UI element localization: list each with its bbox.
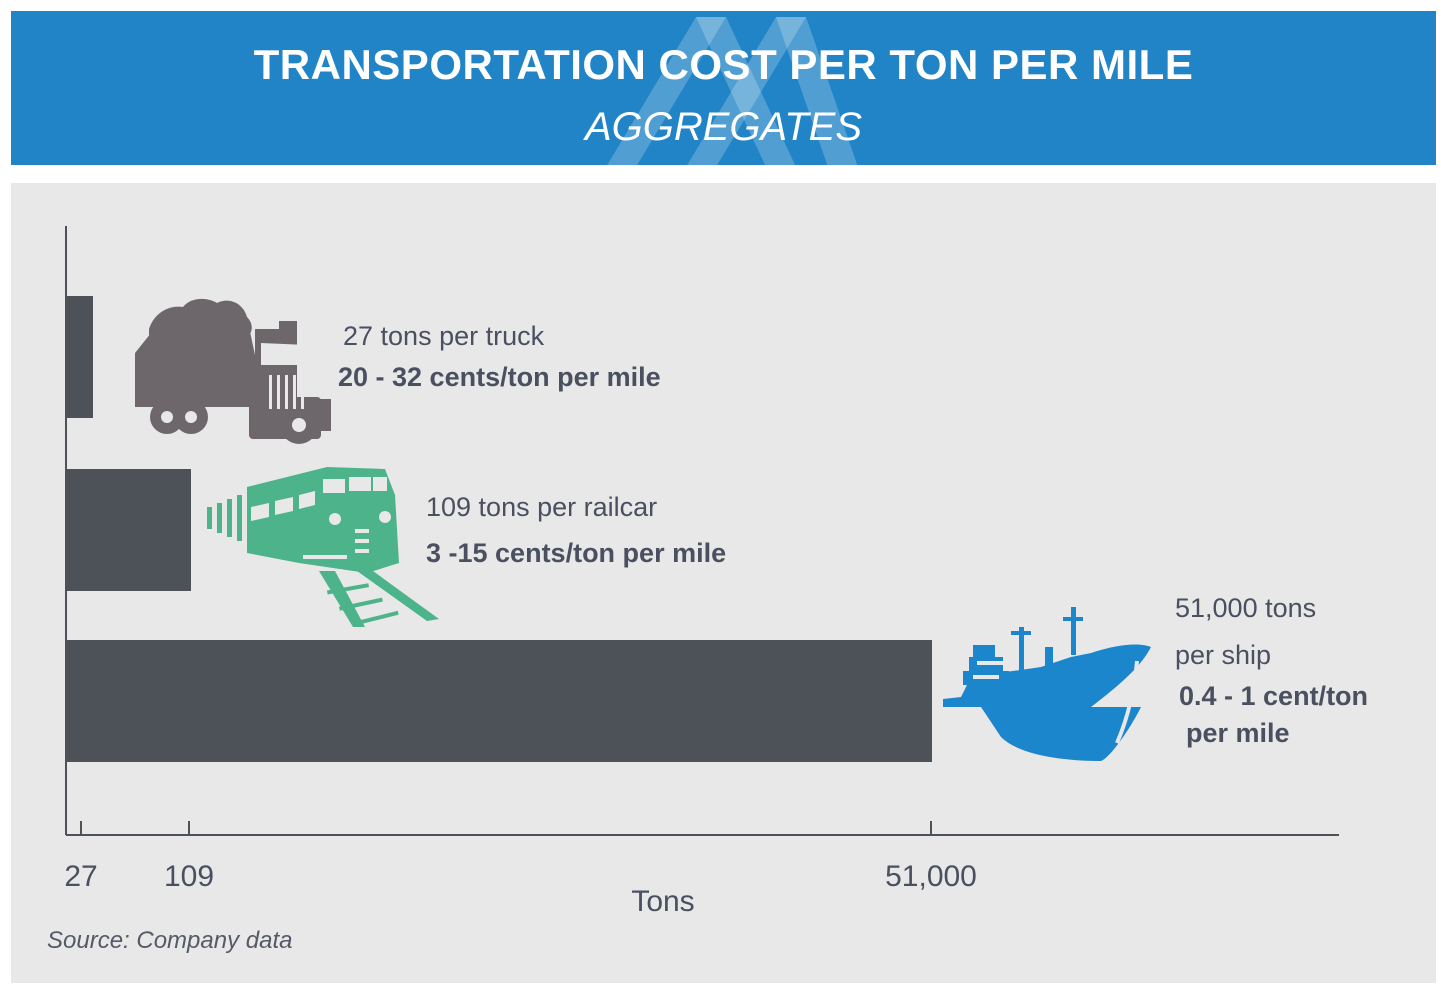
railcar-capacity-label: 109 tons per railcar [426,492,658,522]
truck-icon [135,298,331,444]
x-tick-label: 109 [164,860,214,893]
chart-panel: 27 109 51,000 [11,183,1436,983]
ship-capacity-label-1: 51,000 tons [1175,593,1317,623]
ship-icon [943,607,1151,761]
ship-cost-label-1: 0.4 - 1 cent/ton [1179,681,1369,711]
ship-cost-label-2: per mile [1186,718,1290,748]
truck-capacity-label: 27 tons per truck [343,321,545,351]
x-axis-title: Tons [631,885,695,918]
x-tick-label: 27 [64,860,97,893]
ship-capacity-label-2: per ship [1175,640,1272,670]
truck-cost-label: 20 - 32 cents/ton per mile [338,362,661,392]
logo-chevrons-icon [607,17,858,165]
train-icon [207,467,439,627]
chart-subtitle: AGGREGATES [584,105,863,149]
bar-railcar [66,469,191,591]
source-note: Source: Company data [47,927,293,954]
header-banner: TRANSPORTATION COST PER TON PER MILE AGG… [11,11,1436,165]
bar-ship [66,640,932,762]
chart-title: TRANSPORTATION COST PER TON PER MILE [253,41,1194,88]
bar-truck [66,296,93,418]
railcar-cost-label: 3 -15 cents/ton per mile [426,538,727,568]
x-tick-label: 51,000 [885,860,977,893]
bar-chart: 27 109 51,000 [64,226,1339,893]
